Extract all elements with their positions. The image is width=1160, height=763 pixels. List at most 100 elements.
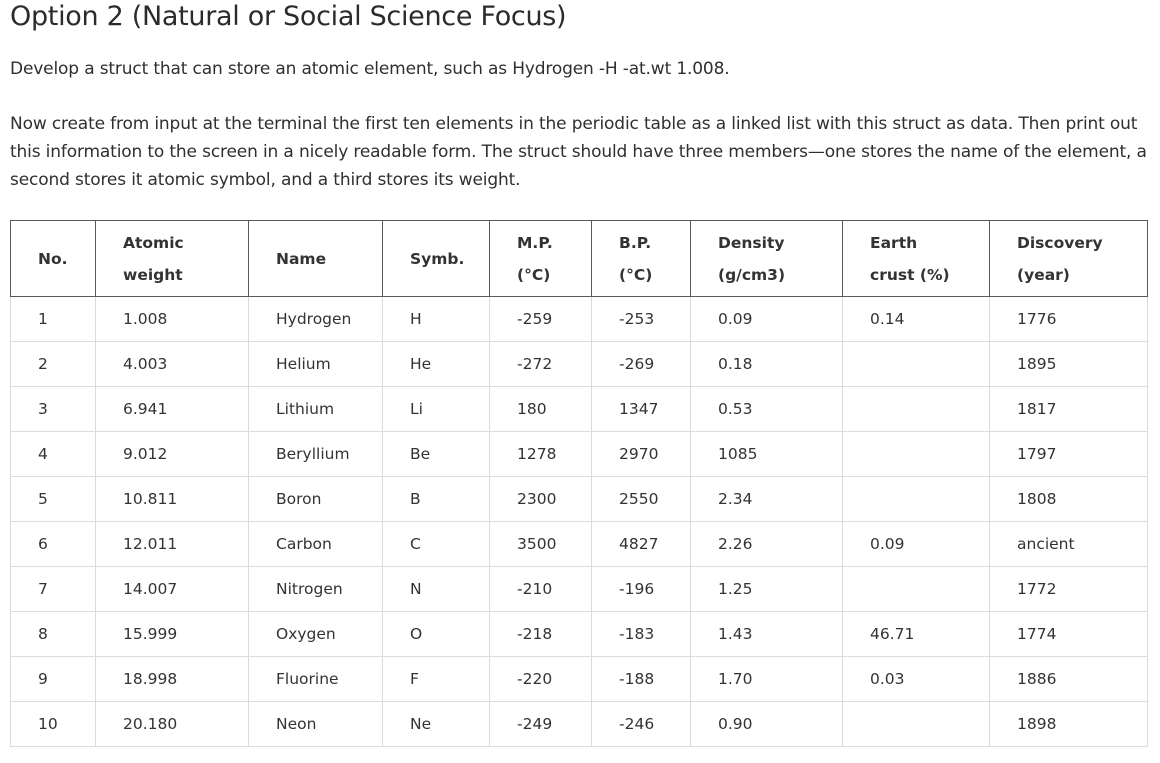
header-name-line1: Name <box>276 249 327 268</box>
cell-discovery: 1776 <box>989 296 1148 342</box>
cell-melting-point: -210 <box>489 566 592 612</box>
cell-earth-crust <box>842 431 990 477</box>
cell-boiling-point: -183 <box>591 611 691 657</box>
header-discovery: Discovery (year) <box>989 220 1148 297</box>
cell-density: 0.18 <box>690 341 843 387</box>
cell-melting-point: 1278 <box>489 431 592 477</box>
cell-atomic-weight: 9.012 <box>95 431 249 477</box>
header-melting-point: M.P. (°C) <box>489 220 592 297</box>
header-symbol: Symb. <box>382 220 490 297</box>
cell-earth-crust <box>842 566 990 612</box>
cell-no: 7 <box>10 566 96 612</box>
header-melting-point-line1: M.P. <box>517 233 553 252</box>
header-earth-crust-line2: crust (%) <box>870 265 950 284</box>
cell-name: Boron <box>248 476 383 522</box>
cell-name: Lithium <box>248 386 383 432</box>
cell-discovery: ancient <box>989 521 1148 567</box>
cell-density: 0.09 <box>690 296 843 342</box>
cell-earth-crust <box>842 701 990 747</box>
table-row: 9 18.998 Fluorine F -220 -188 1.70 0.03 1886 <box>10 656 1148 702</box>
header-density: Density (g/cm3) <box>690 220 843 297</box>
cell-discovery: 1774 <box>989 611 1148 657</box>
cell-no: 3 <box>10 386 96 432</box>
cell-earth-crust: 0.03 <box>842 656 990 702</box>
header-density-line2: (g/cm3) <box>718 265 786 284</box>
cell-name: Nitrogen <box>248 566 383 612</box>
header-density-line1: Density <box>718 233 785 252</box>
cell-earth-crust <box>842 386 990 432</box>
header-row: No. Atomic weight Name Symb. M.P. (°C) B.P. (°C)… <box>10 220 1148 297</box>
header-boiling-point-line1: B.P. <box>619 233 652 252</box>
cell-earth-crust: 0.14 <box>842 296 990 342</box>
cell-atomic-weight: 10.811 <box>95 476 249 522</box>
cell-atomic-weight: 14.007 <box>95 566 249 612</box>
cell-density: 2.26 <box>690 521 843 567</box>
table-row: 2 4.003 Helium He -272 -269 0.18 1895 <box>10 341 1148 387</box>
table-row: 6 12.011 Carbon C 3500 4827 2.26 0.09 ancient <box>10 521 1148 567</box>
cell-melting-point: 2300 <box>489 476 592 522</box>
table-row: 4 9.012 Beryllium Be 1278 2970 1085 1797 <box>10 431 1148 477</box>
cell-discovery: 1772 <box>989 566 1148 612</box>
cell-boiling-point: -269 <box>591 341 691 387</box>
cell-melting-point: 180 <box>489 386 592 432</box>
cell-discovery: 1895 <box>989 341 1148 387</box>
cell-boiling-point: -188 <box>591 656 691 702</box>
cell-no: 10 <box>10 701 96 747</box>
cell-symbol: B <box>382 476 490 522</box>
cell-atomic-weight: 12.011 <box>95 521 249 567</box>
cell-symbol: O <box>382 611 490 657</box>
cell-atomic-weight: 6.941 <box>95 386 249 432</box>
cell-boiling-point: 2970 <box>591 431 691 477</box>
header-earth-crust: Earth crust (%) <box>842 220 990 297</box>
cell-density: 2.34 <box>690 476 843 522</box>
cell-no: 6 <box>10 521 96 567</box>
cell-name: Carbon <box>248 521 383 567</box>
cell-name: Neon <box>248 701 383 747</box>
table-row: 3 6.941 Lithium Li 180 1347 0.53 1817 <box>10 386 1148 432</box>
cell-density: 1.43 <box>690 611 843 657</box>
cell-discovery: 1817 <box>989 386 1148 432</box>
header-name: Name <box>248 220 383 297</box>
header-discovery-line1: Discovery <box>1017 233 1103 252</box>
table-row: 7 14.007 Nitrogen N -210 -196 1.25 1772 <box>10 566 1148 612</box>
cell-symbol: Ne <box>382 701 490 747</box>
cell-melting-point: -220 <box>489 656 592 702</box>
cell-name: Oxygen <box>248 611 383 657</box>
cell-no: 4 <box>10 431 96 477</box>
header-melting-point-line2: (°C) <box>517 265 551 284</box>
cell-boiling-point: -246 <box>591 701 691 747</box>
cell-density: 1.70 <box>690 656 843 702</box>
intro-paragraph: Develop a struct that can store an atomi… <box>10 59 730 79</box>
cell-symbol: F <box>382 656 490 702</box>
header-atomic-weight-line2: weight <box>123 265 183 284</box>
table-row: 5 10.811 Boron B 2300 2550 2.34 1808 <box>10 476 1148 522</box>
table-header: No. Atomic weight Name Symb. M.P. (°C) B.P. (°C)… <box>10 220 1148 297</box>
cell-atomic-weight: 4.003 <box>95 341 249 387</box>
instructions-paragraph: Now create from input at the terminal th… <box>10 114 1147 190</box>
table-body: 1 1.008 Hydrogen H -259 -253 0.09 0.14 1776 2 4.00… <box>10 296 1148 747</box>
header-atomic-weight: Atomic weight <box>95 220 249 297</box>
cell-boiling-point: 4827 <box>591 521 691 567</box>
cell-earth-crust: 0.09 <box>842 521 990 567</box>
cell-no: 8 <box>10 611 96 657</box>
cell-melting-point: -249 <box>489 701 592 747</box>
cell-no: 2 <box>10 341 96 387</box>
cell-atomic-weight: 15.999 <box>95 611 249 657</box>
cell-density: 0.90 <box>690 701 843 747</box>
header-boiling-point-line2: (°C) <box>619 265 653 284</box>
cell-density: 0.53 <box>690 386 843 432</box>
cell-melting-point: -218 <box>489 611 592 657</box>
cell-no: 9 <box>10 656 96 702</box>
cell-symbol: H <box>382 296 490 342</box>
cell-name: Hydrogen <box>248 296 383 342</box>
table-row: 1 1.008 Hydrogen H -259 -253 0.09 0.14 1776 <box>10 296 1148 342</box>
cell-earth-crust: 46.71 <box>842 611 990 657</box>
cell-atomic-weight: 20.180 <box>95 701 249 747</box>
cell-discovery: 1886 <box>989 656 1148 702</box>
cell-earth-crust <box>842 341 990 387</box>
cell-density: 1.25 <box>690 566 843 612</box>
header-no-line1: No. <box>38 249 68 268</box>
header-no: No. <box>10 220 96 297</box>
cell-boiling-point: 1347 <box>591 386 691 432</box>
cell-boiling-point: 2550 <box>591 476 691 522</box>
